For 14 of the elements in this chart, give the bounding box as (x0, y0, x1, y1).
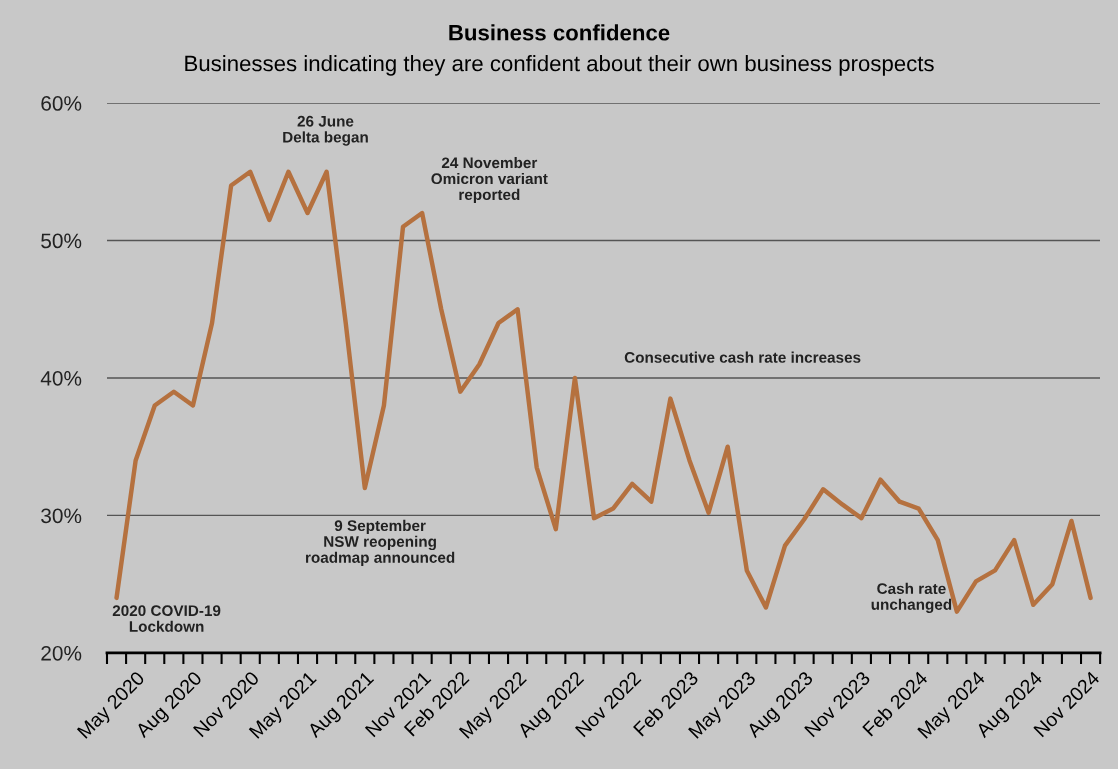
annotation: Cash rate unchanged (871, 582, 952, 613)
annotation: Consecutive cash rate increases (624, 351, 861, 363)
chart-title: Business confidence (449, 24, 670, 41)
y-tick-label: 50% (41, 233, 82, 249)
line-series (114, 169, 1093, 614)
annotation: 9 September NSW reopening roadmap announced (305, 519, 455, 566)
y-tick-label: 20% (41, 645, 82, 661)
y-tick-label: 40% (40, 370, 82, 386)
annotation: 24 November Omicron variant reported (431, 157, 548, 204)
annotation: 2020 COVID-19 Lockdown (112, 605, 221, 632)
y-tick-label: 60% (41, 96, 82, 111)
annotation: 26 June Delta began (283, 115, 368, 146)
y-tick-label: 30% (41, 508, 82, 524)
chart-subtitle: Businesses indicating they are confident about their own business prospects (185, 55, 934, 76)
